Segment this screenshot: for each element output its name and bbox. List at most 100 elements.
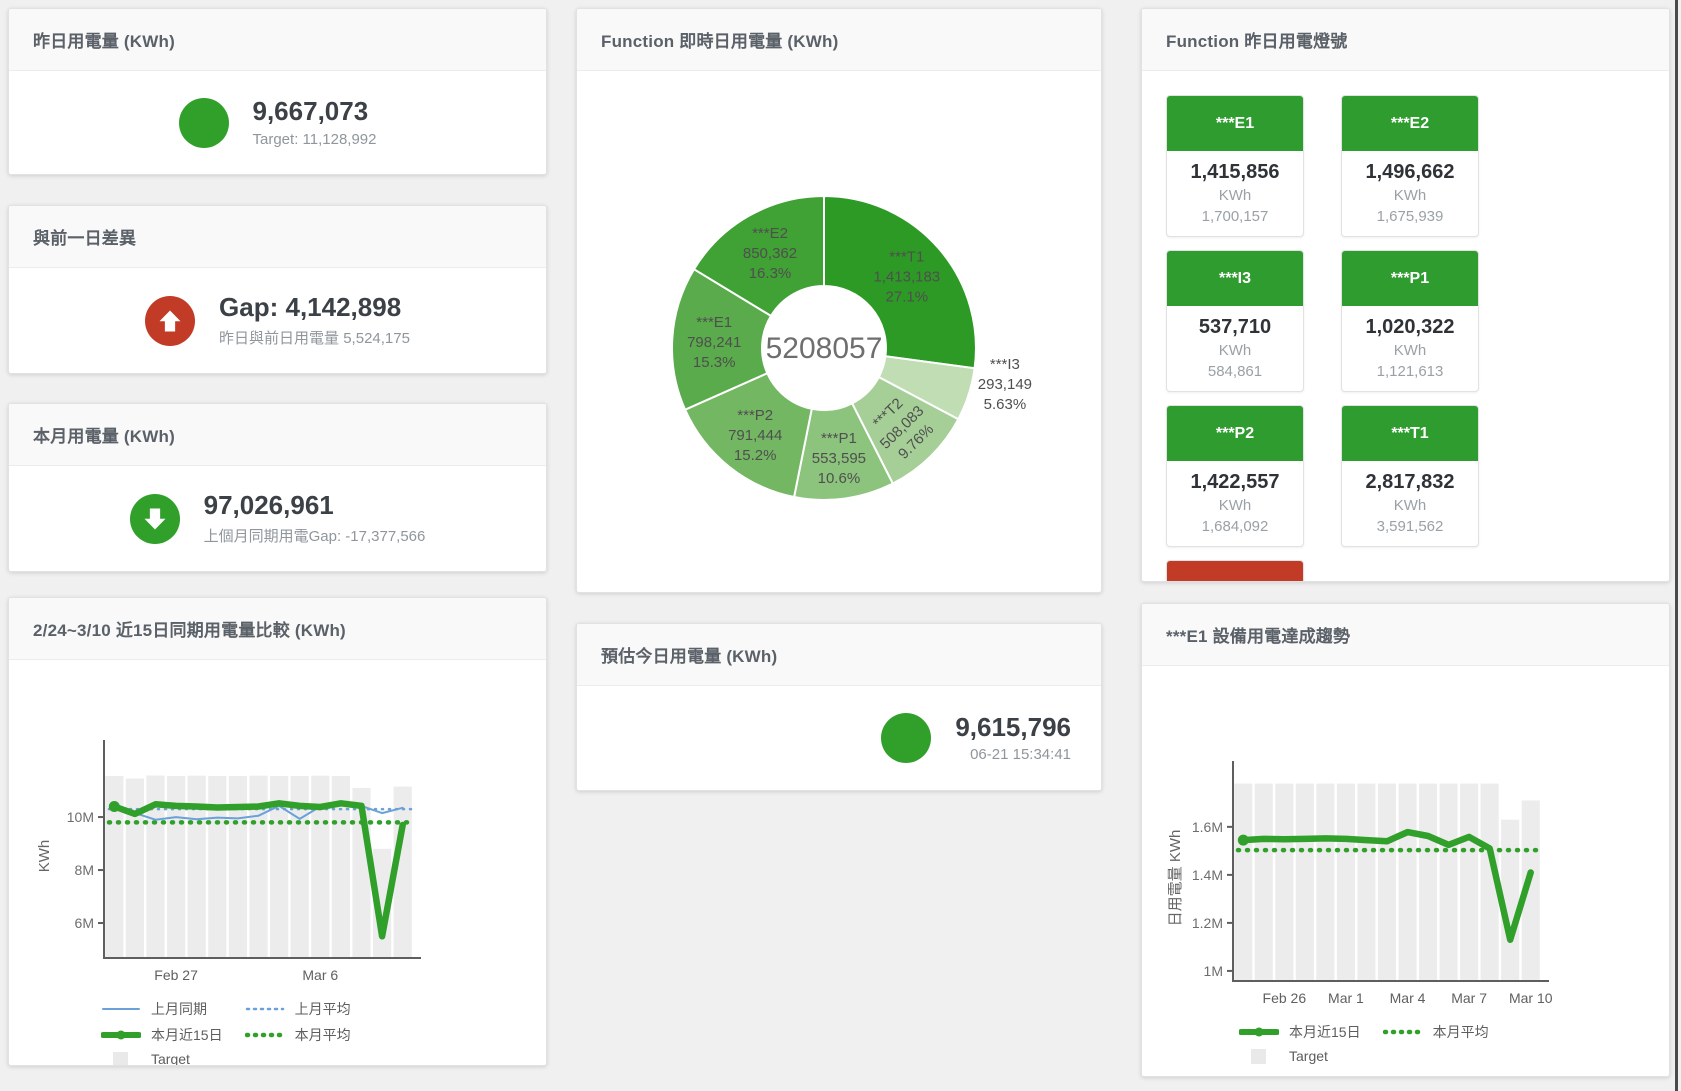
device-tile-header: ***P2 (1167, 406, 1303, 461)
y-tick-label: 10M (67, 809, 94, 825)
target-bar (1480, 783, 1499, 981)
target-bar (1377, 783, 1396, 981)
y-tick-label: 8M (75, 862, 94, 878)
device-tile: ***T2 955,212 KWh 762,358 (1166, 560, 1304, 581)
trend-line-chart[interactable]: 1M 1.2M 1.4M 1.6M Feb 26 Mar 1 Mar 4 Mar 7 Mar 1… (1142, 666, 1670, 1011)
device-target: 3,591,562 (1376, 518, 1444, 535)
target-bar (1501, 819, 1520, 981)
target-bar (1357, 783, 1376, 981)
stat-subtext: Target: 11,128,992 (252, 130, 377, 148)
device-unit: KWh (1218, 497, 1252, 514)
device-value: 537,710 (1198, 316, 1272, 338)
panel-month-usage: 本月用電量 (KWh) 97,026,961 上個月同期用電Gap: -17,3… (8, 403, 547, 572)
device-tile-header: ***P1 (1342, 251, 1478, 306)
device-value: 1,496,662 (1365, 161, 1455, 183)
donut-slice-label: ***I3 293,149 5.63% (978, 356, 1032, 413)
device-value: 1,422,557 (1190, 471, 1280, 493)
panel-title: Function 昨日用電燈號 (1166, 32, 1348, 51)
donut-slice-label: ***E2 850,362 16.3% (743, 225, 797, 282)
legend-label: 上月平均 (294, 1001, 351, 1017)
legend-swatch-line (102, 1008, 140, 1010)
legend-item[interactable]: 上月同期 (101, 999, 223, 1019)
legend-label: 本月平均 (1432, 1024, 1489, 1040)
donut-slice-label: ***T2508,0839.76% (863, 388, 942, 467)
stat-body: 9,667,073 Target: 11,128,992 (9, 71, 546, 174)
legend-swatch-bar (1251, 1049, 1266, 1064)
target-bar (1336, 783, 1355, 981)
donut-slice[interactable] (683, 371, 813, 499)
legend-item[interactable]: 本月平均 (244, 1025, 351, 1045)
device-tile-grid: ***E1 1,415,856 KWh 1,700,157 ***E2 1,49… (1142, 71, 1669, 581)
device-tile: ***T1 2,817,832 KWh 3,591,562 (1341, 405, 1479, 547)
arrow-down-icon (144, 508, 166, 529)
target-bar (146, 775, 165, 958)
y-axis-label: KWh (36, 840, 53, 873)
target-bar (228, 776, 247, 958)
y-tick-label: 1.2M (1192, 915, 1223, 931)
target-bar (1275, 783, 1294, 981)
target-bar (1419, 783, 1438, 981)
donut-center-label: 5208057 (766, 332, 883, 365)
x-tick-label: Mar 10 (1509, 990, 1553, 1006)
stat-value: Gap: 4,142,898 (219, 292, 402, 323)
target-bar (1295, 783, 1314, 981)
legend-item[interactable]: 上月平均 (245, 999, 351, 1019)
legend-swatch-line-bold (101, 1030, 141, 1040)
series-point (1237, 834, 1249, 846)
panel-header[interactable]: 與前一日差異 (9, 206, 546, 268)
target-bar (125, 778, 144, 958)
compare-line-chart[interactable]: 6M 8M 10M Feb 27 Mar 6 KWh (9, 660, 547, 990)
target-bar (1254, 783, 1273, 981)
x-tick-label: Mar 4 (1390, 990, 1426, 1006)
legend-swatch-avg-bold (244, 1032, 285, 1038)
device-tile-header: ***I3 (1167, 251, 1303, 306)
device-target: 1,121,613 (1376, 363, 1444, 380)
x-tick-label: Mar 1 (1328, 990, 1364, 1006)
donut-slice[interactable] (823, 194, 977, 370)
device-tile: ***E1 1,415,856 KWh 1,700,157 (1166, 95, 1304, 237)
device-target: 1,684,092 (1201, 518, 1269, 535)
panel-header[interactable]: Function 昨日用電燈號 (1142, 9, 1669, 71)
donut-chart[interactable]: ***T1 1,413,183 27.1% ***I3 293,149 5.63% ***T… (577, 71, 1102, 591)
panel-header[interactable]: 2/24~3/10 近15日同期用電量比較 (KWh) (9, 598, 546, 660)
legend-label: 本月平均 (294, 1027, 351, 1043)
target-bar (1521, 800, 1540, 981)
window-edge (1675, 0, 1678, 1091)
device-tile: ***P1 1,020,322 KWh 1,121,613 (1341, 250, 1479, 392)
device-value: 1,415,856 (1190, 161, 1280, 183)
donut-slice-label: ***P2 791,444 15.2% (728, 407, 782, 464)
x-tick-label: Feb 27 (154, 967, 198, 983)
status-circle-green (178, 97, 229, 148)
panel-header[interactable]: 本月用電量 (KWh) (9, 404, 546, 466)
device-unit: KWh (1393, 497, 1427, 514)
stat-subtext: 上個月同期用電Gap: -17,377,566 (203, 527, 426, 545)
panel-title: ***E1 設備用電達成趨勢 (1166, 627, 1351, 646)
donut-slice[interactable] (671, 267, 773, 412)
device-value: 1,020,322 (1365, 316, 1455, 338)
legend-label: Target (1289, 1048, 1328, 1064)
y-tick-label: 1.6M (1192, 819, 1223, 835)
target-bar (270, 776, 289, 958)
panel-header[interactable]: 預估今日用電量 (KWh) (577, 624, 1101, 686)
legend-swatch-avg-bold (1382, 1029, 1423, 1035)
stat-value: 97,026,961 (203, 490, 334, 521)
legend-item[interactable]: 本月近15日 (101, 1025, 223, 1045)
device-unit: KWh (1218, 342, 1252, 359)
legend-item[interactable]: Target (101, 1051, 223, 1065)
panel-day-gap: 與前一日差異 Gap: 4,142,898 昨日與前日用電量 5,524,175 (8, 205, 547, 374)
panel-header[interactable]: 昨日用電量 (KWh) (9, 9, 546, 71)
panel-header[interactable]: Function 即時日用電量 (KWh) (577, 9, 1101, 71)
legend-item[interactable]: Target (1239, 1048, 1361, 1064)
donut-slice[interactable] (692, 194, 825, 318)
status-circle-red (145, 295, 196, 346)
panel-title: 2/24~3/10 近15日同期用電量比較 (KWh) (33, 621, 346, 640)
panel-header[interactable]: ***E1 設備用電達成趨勢 (1142, 604, 1669, 666)
y-tick-label: 1M (1204, 963, 1223, 979)
device-unit: KWh (1393, 342, 1427, 359)
legend-item[interactable]: 本月平均 (1382, 1022, 1489, 1042)
device-target: 1,700,157 (1201, 208, 1269, 225)
stat-body: 97,026,961 上個月同期用電Gap: -17,377,566 (9, 466, 546, 571)
donut-slice-label: ***E1 798,241 15.3% (687, 314, 741, 371)
legend-item[interactable]: 本月近15日 (1239, 1022, 1361, 1042)
